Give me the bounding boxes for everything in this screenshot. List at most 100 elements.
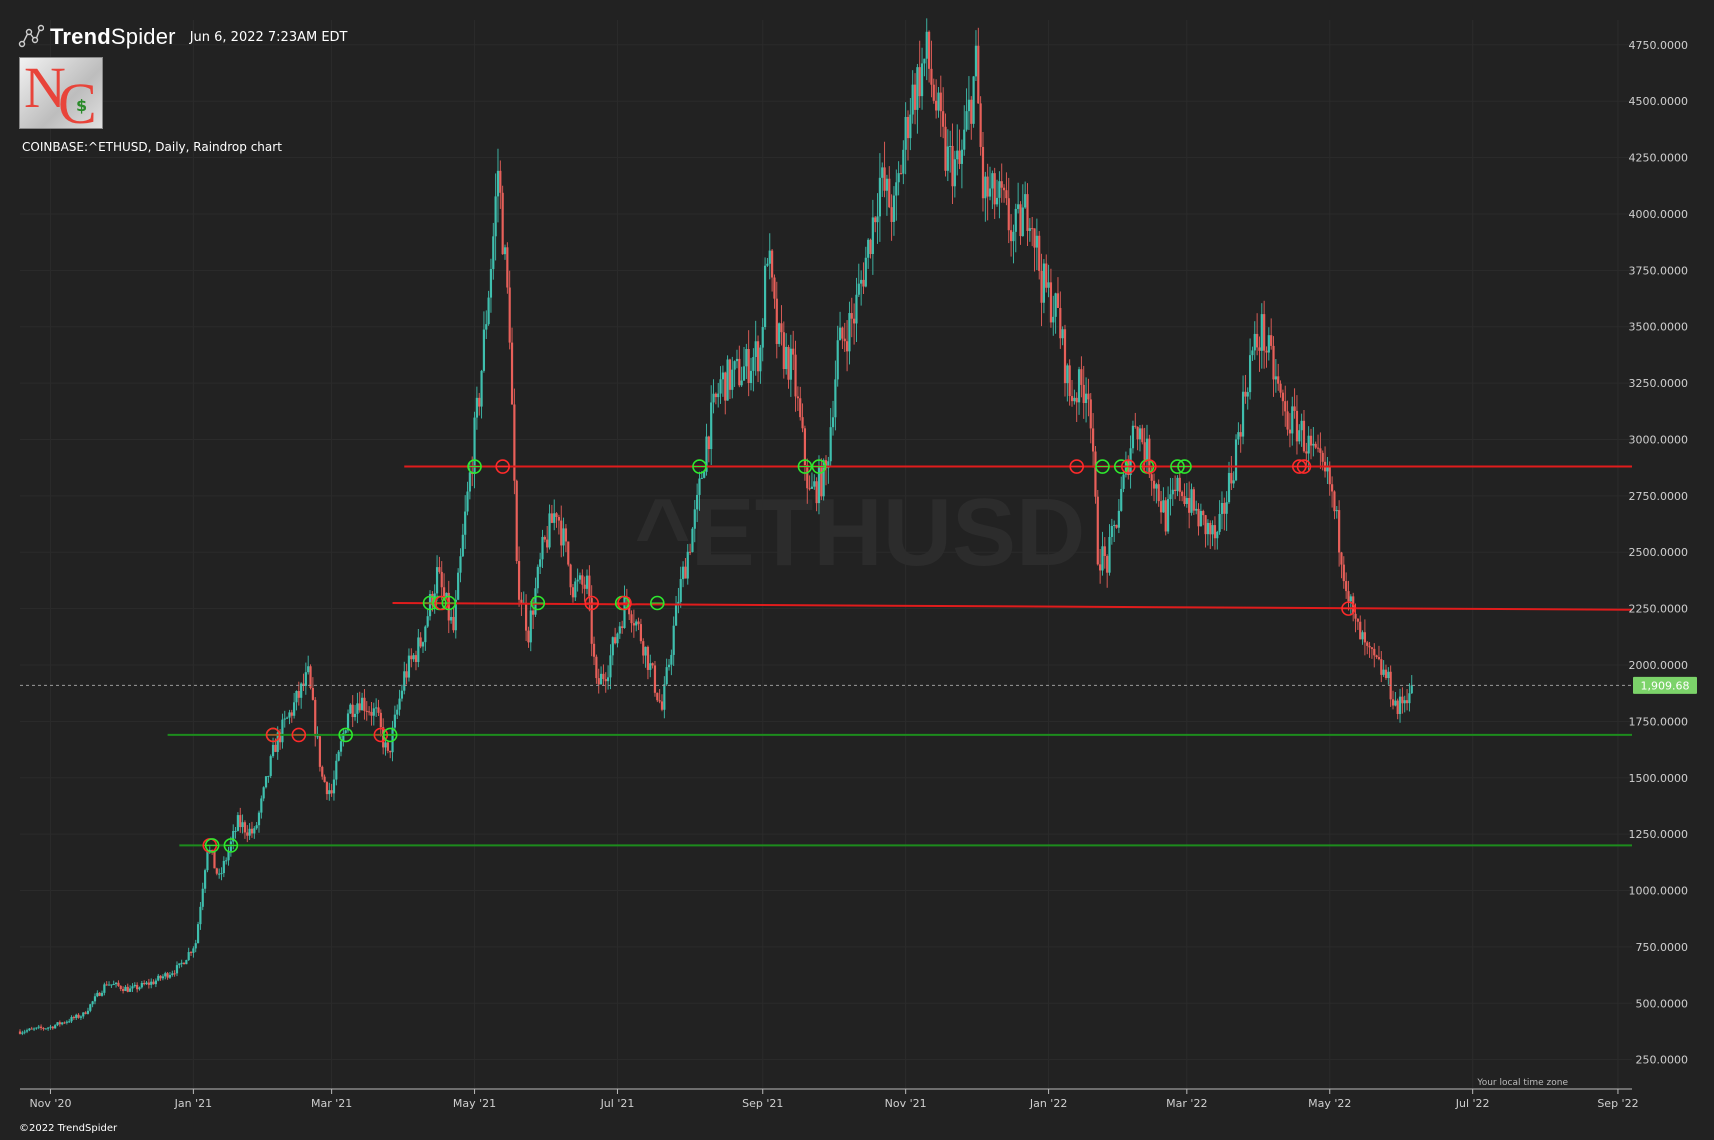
- candle-body: [951, 145, 954, 187]
- candle-body: [182, 962, 186, 965]
- candle-body: [1333, 491, 1336, 512]
- candle-body: [838, 327, 842, 341]
- candle-body: [1408, 693, 1411, 704]
- candle-body: [991, 173, 994, 189]
- candle-body: [227, 851, 230, 861]
- y-tick-label: 2750.0000: [1629, 490, 1689, 503]
- candle-body: [557, 516, 560, 521]
- symbol-watermark: ^ETHUSD: [635, 479, 1086, 586]
- candle-body: [77, 1014, 80, 1018]
- candle-body: [260, 798, 263, 813]
- chart-timestamp: Jun 6, 2022 7:23AM EDT: [189, 29, 348, 45]
- candle-body: [1319, 448, 1322, 453]
- candle-body: [300, 683, 303, 698]
- candle-body: [307, 666, 310, 673]
- candle-body: [853, 318, 856, 324]
- candle-body: [1225, 502, 1228, 514]
- candle-body: [876, 216, 879, 223]
- candle-body: [131, 986, 134, 989]
- candle-body: [1244, 391, 1247, 397]
- candle-body: [904, 116, 907, 150]
- logo-letter-c: C: [58, 71, 97, 129]
- candle-body: [1164, 500, 1167, 532]
- candle-body: [335, 760, 338, 780]
- candle-body: [1169, 494, 1172, 500]
- candle-body: [820, 465, 823, 497]
- green-touch-marker: [811, 459, 827, 474]
- candle-body: [728, 359, 732, 390]
- candle-body: [1398, 696, 1402, 715]
- candle-body: [935, 100, 938, 111]
- candle-body: [1298, 430, 1301, 442]
- candle-body: [1024, 194, 1027, 208]
- green-touch-marker: [204, 838, 220, 853]
- candle-body: [1049, 282, 1053, 323]
- candle-body: [1166, 499, 1170, 532]
- candle-body: [342, 732, 345, 742]
- candle-body: [927, 31, 931, 69]
- candle-body: [323, 776, 326, 783]
- candle-body: [358, 703, 361, 711]
- candle-body: [532, 610, 535, 615]
- candle-body: [597, 678, 600, 685]
- candle-body: [309, 666, 312, 688]
- candle-body: [332, 779, 336, 794]
- candle-body: [124, 986, 127, 991]
- candle-body: [761, 327, 764, 348]
- candle-body: [274, 744, 277, 752]
- candle-body: [756, 341, 760, 372]
- candle-body: [1363, 632, 1366, 643]
- candle-body: [89, 1004, 92, 1011]
- y-axis: 250.0000 500.0000 750.0000 1000.0000 1250.00…: [1629, 39, 1689, 1067]
- x-tick-label: May '21: [453, 1097, 496, 1110]
- candle-body: [1000, 181, 1003, 188]
- level-touch-markers: [202, 459, 1356, 853]
- green-touch-marker: [382, 727, 398, 743]
- candle-body: [949, 145, 952, 147]
- candle-body: [75, 1014, 78, 1019]
- candle-body: [930, 68, 933, 85]
- candle-body: [942, 111, 945, 127]
- candle-body: [1375, 655, 1378, 658]
- candle-body: [180, 962, 183, 964]
- candle-body: [213, 851, 216, 869]
- candle-body: [215, 868, 218, 874]
- y-tick-label: 750.0000: [1636, 941, 1689, 954]
- candle-body: [703, 471, 706, 478]
- candle-body: [178, 963, 181, 966]
- candle-body: [410, 655, 413, 660]
- candle-body: [923, 58, 926, 64]
- candle-body: [663, 684, 666, 710]
- candle-body: [1007, 198, 1010, 231]
- candle-body: [54, 1025, 57, 1029]
- candle-body: [775, 298, 778, 344]
- candle-body: [1157, 484, 1160, 502]
- candle-body: [925, 31, 928, 59]
- y-tick-label: 4000.0000: [1629, 208, 1689, 221]
- candle-body: [1122, 474, 1125, 489]
- candle-body: [321, 766, 324, 777]
- green-touch-marker: [650, 595, 665, 611]
- candle-body: [360, 697, 364, 711]
- candle-body: [1366, 642, 1369, 646]
- candle-body: [351, 704, 354, 718]
- candle-body: [1103, 546, 1106, 557]
- candle-body: [1239, 432, 1242, 437]
- candle-body: [133, 984, 136, 987]
- candle-body: [993, 173, 996, 205]
- candle-body: [344, 730, 347, 733]
- candle-body: [438, 567, 441, 572]
- x-tick-label: May '22: [1308, 1097, 1351, 1110]
- candle-body: [1005, 190, 1008, 199]
- candle-body: [37, 1026, 40, 1028]
- candle-body: [196, 924, 200, 944]
- candle-body: [1396, 700, 1399, 715]
- last-price-label: 1,909.68: [1641, 679, 1690, 692]
- green-touch-marker: [530, 595, 546, 611]
- candle-body: [1099, 564, 1102, 571]
- candle-body: [234, 830, 237, 832]
- candle-body: [874, 217, 877, 223]
- candle-body: [65, 1021, 68, 1023]
- candle-body: [752, 357, 755, 371]
